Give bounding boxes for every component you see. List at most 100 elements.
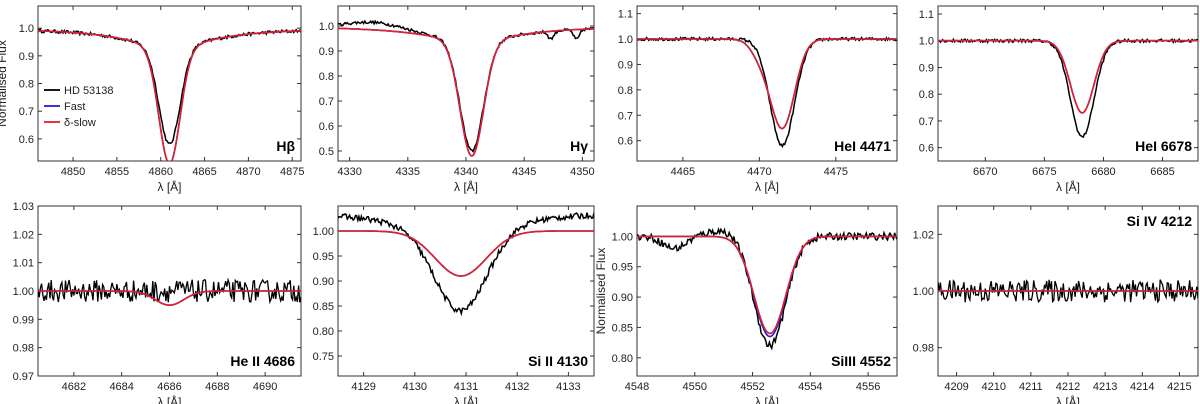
observed-spectrum-line [338, 19, 594, 153]
y-tick-label: 0.8 [319, 71, 334, 83]
legend: HD 53138 Fast δ-slow [44, 85, 114, 129]
panel-title: Hγ [570, 138, 588, 154]
x-tick-label: 4212 [1056, 381, 1080, 393]
x-tick-label: 4345 [512, 166, 536, 178]
y-tick-label: 0.7 [319, 96, 334, 108]
panel-7: 4548 4550 4552 4554 4556 0.80 0.85 0.90 0.95 1.00… [594, 205, 898, 404]
x-tick-label: 4133 [556, 381, 580, 393]
y-axis-label: Normalised Flux [0, 40, 9, 127]
panel-4: 6670 6675 6680 6685 0.6 0.7 0.8 0.9 1.0 1.1 λ [Å] H… [919, 5, 1199, 194]
y-tick-label: 0.7 [19, 106, 34, 118]
plot-frame [636, 205, 898, 377]
y-tick-label: 0.9 [919, 62, 934, 74]
y-tick-label: 0.6 [319, 121, 334, 133]
panel-plot-area [338, 212, 594, 317]
x-tick-label: 6675 [1032, 166, 1056, 178]
legend-fast-label: Fast [64, 101, 85, 113]
slow-model-line [637, 235, 897, 335]
x-tick-label: 4850 [61, 166, 85, 178]
panel-title: Si II 4130 [528, 353, 588, 369]
x-tick-label: 4554 [798, 381, 822, 393]
y-tick-label: 0.9 [618, 59, 633, 71]
x-tick-label: 4335 [396, 166, 420, 178]
x-axis-label: λ [Å] [157, 179, 181, 194]
x-tick-label: 4690 [253, 381, 277, 393]
y-tick-label: 1.00 [13, 286, 34, 298]
y-tick-label: 0.80 [612, 353, 633, 365]
panel-title: Hβ [276, 138, 295, 154]
plot-frame [37, 5, 302, 162]
plot-frame [636, 5, 898, 162]
x-tick-label: 4330 [337, 166, 361, 178]
x-tick-label: 4470 [747, 166, 771, 178]
x-tick-label: 6685 [1150, 166, 1174, 178]
x-tick-label: 4550 [683, 381, 707, 393]
y-tick-label: 1.0 [618, 34, 633, 46]
x-axis-label: λ [Å] [755, 179, 779, 194]
panel-2: 4330 4335 4340 4345 4350 0.5 0.6 0.7 0.8 0.9 1.0 λ … [319, 5, 595, 194]
x-tick-label: 4556 [856, 381, 880, 393]
y-tick-label: 0.85 [612, 322, 633, 334]
y-tick-label: 0.5 [319, 146, 334, 158]
x-tick-label: 4350 [570, 166, 594, 178]
y-tick-label: 1.02 [913, 229, 934, 241]
slow-model-line [338, 230, 594, 277]
y-tick-label: 1.0 [19, 23, 34, 35]
x-tick-label: 6670 [973, 166, 997, 178]
panel-title: HeI 6678 [1135, 138, 1192, 154]
y-tick-label: 0.98 [13, 343, 34, 355]
legend-slow-label: δ-slow [64, 117, 96, 129]
panel-plot-area [38, 28, 301, 161]
y-tick-label: 0.75 [313, 351, 334, 363]
x-tick-label: 4855 [105, 166, 129, 178]
x-tick-label: 4465 [671, 166, 695, 178]
y-tick-label: 1.00 [913, 286, 934, 298]
y-tick-label: 0.6 [618, 136, 633, 148]
y-tick-label: 1.00 [313, 226, 334, 238]
x-tick-label: 4213 [1093, 381, 1117, 393]
observed-spectrum-line [637, 226, 897, 351]
x-tick-label: 4548 [625, 381, 649, 393]
fast-model-line [338, 230, 594, 277]
x-tick-label: 4214 [1130, 381, 1154, 393]
x-axis-label: λ [Å] [157, 394, 181, 404]
observed-spectrum-line [938, 279, 1198, 304]
y-tick-label: 0.95 [612, 262, 633, 274]
panel-title: He II 4686 [230, 353, 295, 369]
x-tick-label: 4130 [403, 381, 427, 393]
x-tick-label: 4686 [157, 381, 181, 393]
x-tick-label: 4688 [205, 381, 229, 393]
x-tick-label: 4682 [62, 381, 86, 393]
x-tick-label: 4875 [280, 166, 304, 178]
legend-hd53138-label: HD 53138 [64, 85, 114, 97]
panel-1: 4850 4855 4860 4865 4870 4875 0.6 0.7 0.8 0.9 1.0 λ… [0, 5, 304, 194]
panel-5: 4682 4684 4686 4688 4690 0.97 0.98 0.99 1.00 1.01… [13, 201, 302, 404]
x-tick-label: 4340 [454, 166, 478, 178]
panel-6: 4129 4130 4131 4132 4133 0.75 0.80 0.85 0.90 0.95… [313, 205, 595, 404]
x-tick-label: 4865 [192, 166, 216, 178]
slow-model-line [338, 27, 594, 157]
panel-plot-area [938, 279, 1198, 304]
panel-plot-area [637, 226, 897, 351]
slow-model-line [38, 30, 301, 161]
y-tick-label: 0.6 [19, 134, 34, 146]
y-tick-label: 0.8 [19, 79, 34, 91]
y-tick-label: 1.1 [919, 9, 934, 21]
y-tick-label: 0.97 [13, 371, 34, 383]
panel-plot-area [637, 36, 897, 149]
x-axis-label: λ [Å] [1056, 179, 1080, 194]
y-tick-label: 0.90 [313, 276, 334, 288]
x-tick-label: 4131 [454, 381, 478, 393]
x-tick-label: 4210 [981, 381, 1005, 393]
panel-title: SiIII 4552 [831, 353, 891, 369]
y-tick-label: 0.7 [919, 116, 934, 128]
panel-3: 4465 4470 4475 0.6 0.7 0.8 0.9 1.0 1.1 λ [Å] HeI 4… [618, 5, 898, 194]
y-tick-label: 1.0 [919, 36, 934, 48]
y-tick-label: 0.95 [313, 251, 334, 263]
slow-model-line [38, 290, 301, 307]
x-tick-label: 4552 [740, 381, 764, 393]
slow-model-line [637, 38, 897, 130]
x-tick-label: 4132 [505, 381, 529, 393]
x-tick-label: 4209 [944, 381, 968, 393]
